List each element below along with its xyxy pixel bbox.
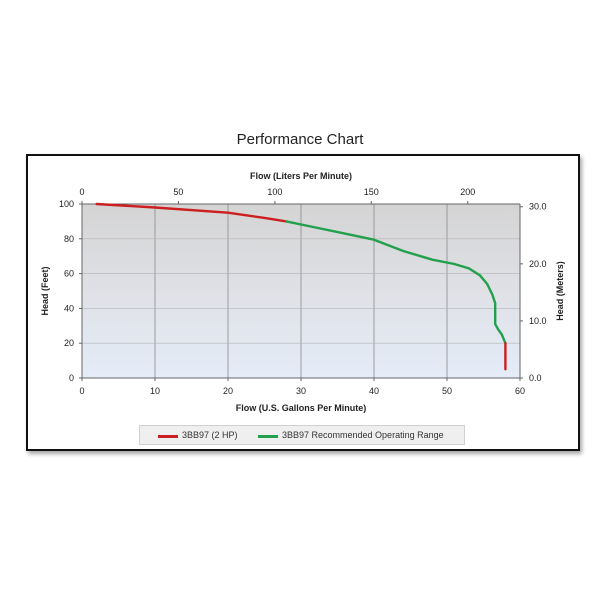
- x-tick-label: 20: [223, 386, 233, 396]
- y-tick-label: 40: [64, 303, 74, 313]
- y2-tick-label: 10.0: [529, 316, 547, 326]
- x2-tick-label: 100: [267, 187, 282, 197]
- legend: 3BB97 (2 HP) 3BB97 Recommended Operating…: [139, 425, 465, 445]
- series-line-2: [285, 220, 507, 345]
- x2-tick-label: 150: [364, 187, 379, 197]
- x-tick-label: 40: [369, 386, 379, 396]
- y2-tick-label: 20.0: [529, 259, 547, 269]
- y-tick-label: 80: [64, 234, 74, 244]
- legend-item-operating-range: 3BB97 Recommended Operating Range: [282, 430, 444, 440]
- legend-swatch-green: [258, 435, 278, 438]
- x2-tick-label: 50: [173, 187, 183, 197]
- x-tick-label: 30: [296, 386, 306, 396]
- y-axis-label: Head (Feet): [40, 266, 50, 315]
- y-tick-label: 100: [59, 199, 74, 209]
- y2-axis-label: Head (Meters): [555, 261, 565, 321]
- legend-swatch-red: [158, 435, 178, 438]
- x2-tick-label: 200: [460, 187, 475, 197]
- page-title: Performance Chart: [236, 131, 364, 148]
- x-tick-label: 60: [515, 386, 525, 396]
- series-lines: [95, 202, 507, 371]
- y-tick-label: 20: [64, 338, 74, 348]
- y2-tick-label: 30.0: [529, 202, 547, 212]
- tick-labels: 0 10 20 30 40 50 60 0 50 100 150 200 0 20 40 60 80 100 0.0…: [59, 187, 547, 396]
- x-tick-label: 10: [150, 386, 160, 396]
- y2-tick-label: 0.0: [529, 373, 542, 383]
- x-axis-label: Flow (U.S. Gallons Per Minute): [236, 403, 367, 413]
- x-tick-label: 0: [79, 386, 84, 396]
- series-line-1: [95, 202, 288, 223]
- axes: [79, 201, 523, 381]
- x2-axis-label: Flow (Liters Per Minute): [250, 171, 352, 181]
- y-tick-label: 60: [64, 269, 74, 279]
- x-tick-label: 50: [442, 386, 452, 396]
- x2-tick-label: 0: [79, 187, 84, 197]
- grid-lines: [82, 204, 520, 378]
- y-tick-label: 0: [69, 373, 74, 383]
- legend-item-pump: 3BB97 (2 HP): [182, 430, 238, 440]
